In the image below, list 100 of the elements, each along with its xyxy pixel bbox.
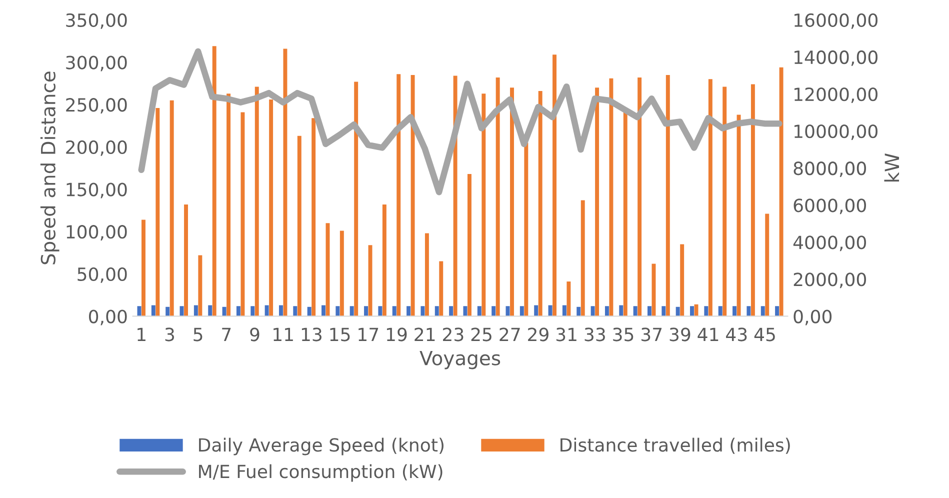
bar <box>312 118 316 316</box>
x-tick-label: 29 <box>528 328 548 342</box>
bar <box>322 305 326 316</box>
bar <box>638 77 642 316</box>
bar <box>604 306 609 316</box>
bar <box>463 306 468 316</box>
x-tick-label: 37 <box>641 328 662 342</box>
bar <box>482 94 486 316</box>
bar <box>424 233 429 316</box>
x-tick-label: 43 <box>726 328 747 342</box>
x-tick-label: 31 <box>556 328 576 342</box>
x-tick-label: 19 <box>386 328 407 342</box>
bar <box>619 305 624 316</box>
x-tick-label: 45 <box>754 328 775 342</box>
x-tick-label: 23 <box>443 328 464 342</box>
y2-tick-label: 12000,00 <box>794 87 878 103</box>
bar <box>548 305 552 316</box>
legend-label: Daily Average Speed (knot) <box>199 438 444 456</box>
x-tick-label: 35 <box>613 328 634 342</box>
y2-tick-label: 14000,00 <box>794 50 878 66</box>
x-tick-label: 3 <box>165 328 174 342</box>
legend-label: Distance travelled (miles) <box>560 438 790 454</box>
y-tick-label: 250,00 <box>66 98 127 114</box>
bar <box>264 305 269 316</box>
bar <box>198 255 202 316</box>
bar <box>609 78 614 316</box>
bar <box>566 282 571 316</box>
y2-tick-label: 2000,00 <box>794 272 866 288</box>
bar <box>492 306 496 316</box>
bar <box>240 112 245 316</box>
bar <box>278 305 283 316</box>
bar <box>254 86 259 316</box>
bar <box>580 200 585 316</box>
y-tick-label: 350,00 <box>66 13 127 29</box>
bar <box>524 142 528 316</box>
bar <box>222 306 226 316</box>
bar <box>562 305 566 316</box>
bar <box>364 306 368 316</box>
y2-axis-title: kW <box>884 153 900 182</box>
bar <box>382 204 386 316</box>
bar <box>652 264 656 316</box>
bar <box>449 306 454 316</box>
bar <box>760 306 765 316</box>
x-tick-label: 25 <box>471 328 492 342</box>
bar <box>680 244 684 316</box>
y-tick-label: 0,00 <box>88 310 127 326</box>
bar <box>708 79 712 316</box>
x-tick-label: 21 <box>414 328 435 342</box>
bar <box>662 306 666 316</box>
bar <box>336 306 340 316</box>
bar <box>746 306 751 316</box>
bar <box>269 100 274 316</box>
bar <box>534 305 538 316</box>
bar <box>378 306 382 316</box>
bar <box>354 82 358 316</box>
bar <box>283 48 288 316</box>
y2-tick-label: 4000,00 <box>793 236 866 252</box>
bar <box>750 84 755 316</box>
y-tick-label: 200,00 <box>66 140 127 156</box>
bar <box>775 306 780 316</box>
y2-tick-label: 10000,00 <box>794 124 878 140</box>
bar <box>212 46 216 316</box>
bar <box>496 77 500 316</box>
bar <box>166 306 170 316</box>
bar <box>293 306 298 316</box>
x-tick-label: 7 <box>222 328 231 342</box>
legend-label: M/E Fuel consumption (kW) <box>199 464 442 482</box>
bar <box>552 54 556 316</box>
bar <box>236 306 240 316</box>
y-tick-label: 150,00 <box>66 182 127 198</box>
bar <box>396 74 401 316</box>
x-tick-label: 11 <box>274 328 293 342</box>
bar <box>410 74 415 316</box>
bar <box>297 136 302 316</box>
x-tick-label: 39 <box>670 328 690 342</box>
bar <box>151 305 156 316</box>
x-tick-label: 5 <box>194 328 202 342</box>
bar <box>538 91 542 316</box>
x-tick-label: 15 <box>330 328 350 342</box>
x-axis-title: Voyages <box>420 350 500 370</box>
bar <box>690 306 694 316</box>
bar <box>439 261 444 316</box>
bar <box>208 305 212 316</box>
x-tick-label: 41 <box>698 328 718 342</box>
y2-tick-label: 16000,00 <box>794 13 878 29</box>
bar <box>194 305 198 316</box>
x-tick-label: 1 <box>138 328 146 342</box>
bar <box>765 214 770 316</box>
bar <box>647 306 652 316</box>
bar <box>666 74 670 316</box>
y2-tick-label: 8000,00 <box>794 162 866 178</box>
bar <box>184 204 188 316</box>
y2-tick-label: 6000,00 <box>794 198 866 214</box>
bar <box>590 306 595 316</box>
bar <box>307 306 312 316</box>
bar <box>477 306 482 316</box>
bar <box>467 174 472 316</box>
bar <box>350 306 354 316</box>
bar <box>520 306 524 316</box>
bar <box>420 306 425 316</box>
